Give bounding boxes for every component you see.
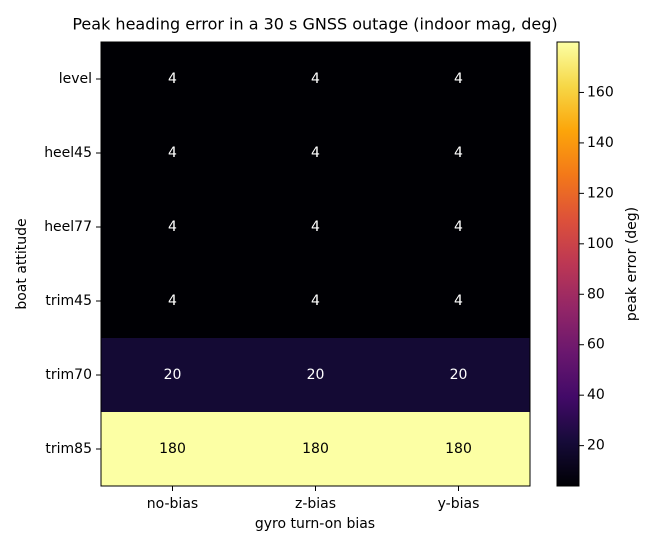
colorbar-tick-label: 120	[587, 185, 614, 201]
y-tick-label: trim45	[45, 293, 92, 309]
colorbar-tick-label: 140	[587, 135, 614, 151]
cell-label: 20	[164, 367, 182, 383]
heatmap-cell	[101, 190, 245, 265]
y-axis-label: boat attitude	[14, 218, 30, 309]
colorbar-tick-label: 100	[587, 236, 614, 252]
x-tick-label: no-bias	[147, 496, 198, 512]
chart-title: Peak heading error in a 30 s GNSS outage…	[72, 15, 557, 34]
heatmap-cell	[101, 264, 245, 339]
cell-label: 180	[445, 441, 472, 457]
heatmap-cell	[387, 264, 531, 339]
heatmap-cell	[387, 412, 531, 487]
heatmap-cell	[244, 338, 388, 413]
cell-label: 4	[454, 71, 463, 87]
plot-frame	[100, 41, 531, 487]
y-tick-label: heel45	[44, 145, 92, 161]
colorbar-tick-label: 80	[587, 286, 605, 302]
cell-label: 180	[159, 441, 186, 457]
x-tick-label: y-bias	[438, 496, 480, 512]
cell-label: 4	[168, 293, 177, 309]
heatmap-cell	[244, 264, 388, 339]
y-tick-label: trim85	[45, 441, 92, 457]
cell-label: 4	[311, 145, 320, 161]
cell-label: 4	[454, 219, 463, 235]
heatmap-cell	[101, 412, 245, 487]
colorbar	[556, 41, 580, 487]
heatmap-cell	[244, 42, 388, 117]
heatmap-cell	[244, 116, 388, 191]
colorbar-tick-label: 20	[587, 438, 605, 454]
heatmap-cell	[387, 116, 531, 191]
heatmap-cell	[101, 42, 245, 117]
heatmap-cell	[101, 116, 245, 191]
cell-label: 4	[168, 219, 177, 235]
colorbar-tick-label: 160	[587, 84, 614, 100]
cell-label: 20	[307, 367, 325, 383]
heatmap-cell	[244, 412, 388, 487]
cell-label: 4	[168, 145, 177, 161]
heatmap-cell	[387, 42, 531, 117]
colorbar-tick-label: 40	[587, 387, 605, 403]
cell-label: 4	[454, 145, 463, 161]
cell-label: 4	[311, 219, 320, 235]
cell-label: 4	[311, 293, 320, 309]
x-tick-label: z-bias	[295, 496, 336, 512]
cell-label: 180	[302, 441, 329, 457]
cell-label: 4	[454, 293, 463, 309]
cell-label: 4	[168, 71, 177, 87]
y-tick-label: level	[59, 71, 92, 87]
heatmap-cell	[387, 338, 531, 413]
heatmap-cell	[387, 190, 531, 265]
x-axis-label: gyro turn-on bias	[255, 516, 375, 532]
colorbar-tick-label: 60	[587, 337, 605, 353]
cell-label: 20	[450, 367, 468, 383]
y-tick-label: trim70	[45, 367, 92, 383]
cell-label: 4	[311, 71, 320, 87]
colorbar-label: peak error (deg)	[624, 207, 640, 321]
heatmap-cell	[101, 338, 245, 413]
y-tick-label: heel77	[44, 219, 92, 235]
heatmap-cell	[244, 190, 388, 265]
